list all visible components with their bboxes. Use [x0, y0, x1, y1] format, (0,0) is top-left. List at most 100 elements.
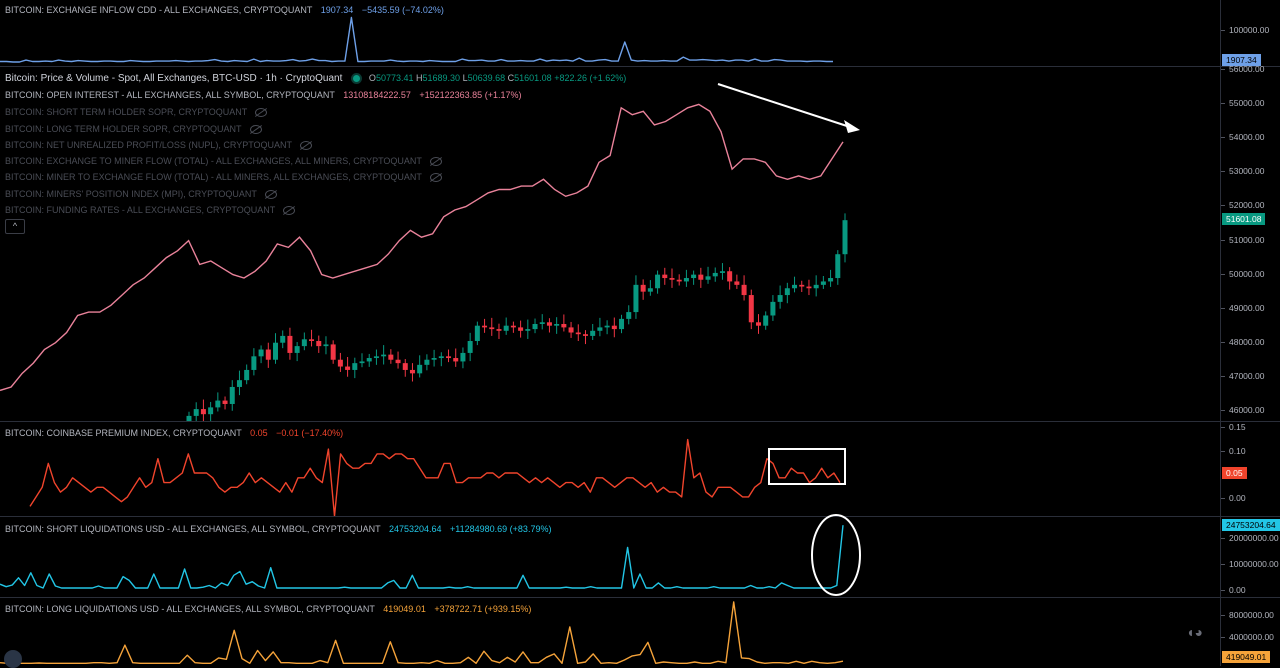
eye-hidden-icon[interactable] — [429, 173, 442, 183]
axis-short-liquidations[interactable]: 24753204.64 20000000.00 10000000.00 0.00 — [1220, 517, 1280, 597]
short-liquidations-line-chart — [0, 525, 844, 589]
axis-tick: 0.00 — [1221, 493, 1246, 503]
last-price-tag: 51601.08 — [1222, 213, 1266, 225]
pane-main-price[interactable]: Bitcoin: Price & Volume - Spot, All Exch… — [0, 67, 1220, 421]
ohlc-h-label: H — [416, 73, 423, 83]
legend-hidden-lth-sopr[interactable]: BITCOIN: LONG TERM HOLDER SOPR, CRYPTOQU… — [5, 123, 262, 135]
axis-tick: 46000.00 — [1220, 405, 1265, 415]
axis-tick: 8000000.00 — [1221, 610, 1274, 620]
legend-value: 24753204.64 — [388, 524, 442, 534]
legend-change: −5435.59 (−74.02%) — [361, 5, 444, 15]
legend-title: BITCOIN: OPEN INTEREST - ALL EXCHANGES, … — [5, 90, 335, 100]
legend-hidden-nupl[interactable]: BITCOIN: NET UNREALIZED PROFIT/LOSS (NUP… — [5, 139, 313, 151]
legend-hidden-miner-to-exchange[interactable]: BITCOIN: MINER TO EXCHANGE FLOW (TOTAL) … — [5, 171, 442, 183]
legend-change: +11284980.69 (+83.79%) — [450, 524, 552, 534]
legend-title: BITCOIN: NET UNREALIZED PROFIT/LOSS (NUP… — [5, 140, 293, 150]
legend-value: 0.05 — [250, 428, 268, 438]
axis-tick: 20000000.00 — [1221, 533, 1279, 543]
axis-long-liquidations[interactable]: 8000000.00 4000000.00 419049.01 — [1220, 598, 1280, 666]
legend-title: BITCOIN: EXCHANGE INFLOW CDD - ALL EXCHA… — [5, 5, 313, 15]
legend-hidden-mpi[interactable]: BITCOIN: MINERS' POSITION INDEX (MPI), C… — [5, 188, 277, 200]
axis-tick: 53000.00 — [1220, 166, 1265, 176]
legend-title: BITCOIN: LONG LIQUIDATIONS USD - ALL EXC… — [5, 604, 375, 614]
eye-hidden-icon[interactable] — [249, 125, 262, 135]
legend-open-interest[interactable]: BITCOIN: OPEN INTEREST - ALL EXCHANGES, … — [5, 89, 521, 101]
legend-long-liquidations[interactable]: BITCOIN: LONG LIQUIDATIONS USD - ALL EXC… — [5, 603, 531, 615]
legend-title: BITCOIN: LONG TERM HOLDER SOPR, CRYPTOQU… — [5, 124, 242, 134]
eye-hidden-icon[interactable] — [300, 141, 313, 151]
legend-title: BITCOIN: COINBASE PREMIUM INDEX, CRYPTOQ… — [5, 428, 242, 438]
pane-long-liquidations[interactable]: BITCOIN: LONG LIQUIDATIONS USD - ALL EXC… — [0, 598, 1220, 666]
legend-title: BITCOIN: MINERS' POSITION INDEX (MPI), C… — [5, 189, 257, 199]
legend-short-liquidations[interactable]: BITCOIN: SHORT LIQUIDATIONS USD - ALL EX… — [5, 523, 551, 535]
eye-hidden-icon[interactable] — [264, 190, 277, 200]
ohlc-low: 50639.68 — [467, 73, 506, 83]
last-value-tag: 1907.34 — [1222, 54, 1261, 66]
last-value-tag: 24753204.64 — [1222, 519, 1280, 531]
axis-tick: 49000.00 — [1220, 303, 1265, 313]
pane-divider[interactable] — [0, 516, 1280, 517]
collapse-legend-button[interactable]: ^ — [5, 219, 25, 234]
last-value-tag: 419049.01 — [1222, 651, 1271, 663]
legend-change: −0.01 (−17.40%) — [276, 428, 344, 438]
ohlc-l-label: L — [462, 73, 468, 83]
pane-divider[interactable] — [0, 421, 1280, 422]
ohlc-close: 51601.08 — [514, 73, 552, 83]
axis-tick: 0.15 — [1221, 422, 1246, 432]
axis-main-price[interactable]: 56000.00 55000.00 54000.00 53000.00 5200… — [1220, 64, 1280, 421]
axis-tick: 0.00 — [1221, 585, 1246, 595]
axis-tick: 55000.00 — [1220, 98, 1265, 108]
cryptoquant-logo-icon: ◖◕ — [1186, 624, 1203, 640]
main-series-title: Bitcoin: Price & Volume - Spot, All Exch… — [5, 73, 343, 84]
pane-coinbase-premium[interactable]: BITCOIN: COINBASE PREMIUM INDEX, CRYPTOQ… — [0, 422, 1220, 516]
axis-tick: 47000.00 — [1220, 371, 1265, 381]
axis-tick: 10000000.00 — [1221, 559, 1279, 569]
legend-value: 419049.01 — [383, 604, 426, 614]
last-value-tag: 0.05 — [1222, 467, 1247, 479]
ohlc-change: +822.26 (+1.62%) — [554, 73, 627, 83]
axis-tick: 4000000.00 — [1221, 632, 1274, 642]
legend-change: +378722.71 (+939.15%) — [434, 604, 532, 614]
legend-title: BITCOIN: MINER TO EXCHANGE FLOW (TOTAL) … — [5, 172, 422, 182]
axis-tick: 48000.00 — [1220, 337, 1265, 347]
eye-hidden-icon[interactable] — [429, 157, 442, 167]
legend-hidden-funding-rates[interactable]: BITCOIN: FUNDING RATES - ALL EXCHANGES, … — [5, 204, 296, 216]
legend-value: 13108184222.57 — [343, 90, 411, 100]
legend-inflow-cdd[interactable]: BITCOIN: EXCHANGE INFLOW CDD - ALL EXCHA… — [5, 4, 444, 16]
ohlc-open: 50773.41 — [375, 73, 414, 83]
legend-title: BITCOIN: FUNDING RATES - ALL EXCHANGES, … — [5, 205, 276, 215]
legend-coinbase-premium[interactable]: BITCOIN: COINBASE PREMIUM INDEX, CRYPTOQ… — [5, 427, 343, 439]
axis-tick: 50000.00 — [1220, 269, 1265, 279]
axis-tick: 52000.00 — [1220, 200, 1265, 210]
market-status-dot-icon — [353, 74, 361, 82]
legend-change: +152122363.85 (+1.17%) — [419, 90, 522, 100]
legend-value: 1907.34 — [320, 5, 354, 15]
eye-hidden-icon[interactable] — [283, 206, 296, 216]
price-candlestick-chart — [0, 103, 848, 421]
ohlc-high: 51689.30 — [422, 73, 461, 83]
legend-hidden-sth-sopr[interactable]: BITCOIN: SHORT TERM HOLDER SOPR, CRYPTOQ… — [5, 106, 268, 118]
legend-title: BITCOIN: SHORT TERM HOLDER SOPR, CRYPTOQ… — [5, 107, 248, 117]
coinbase-premium-line-chart — [29, 438, 841, 516]
pane-divider[interactable] — [0, 66, 1280, 67]
axis-coinbase-premium[interactable]: 0.15 0.10 0.00 0.05 — [1220, 422, 1280, 516]
inflow-cdd-line-chart — [0, 16, 833, 63]
pane-short-liquidations[interactable]: BITCOIN: SHORT LIQUIDATIONS USD - ALL EX… — [0, 517, 1220, 597]
pane-divider[interactable] — [0, 597, 1280, 598]
ohlc-c-label: C — [507, 73, 515, 83]
axis-tick: 54000.00 — [1220, 132, 1265, 142]
axis-tick: 100000.00 — [1220, 25, 1270, 35]
ohlc-o-label: O — [368, 73, 376, 83]
long-liquidations-line-chart — [0, 601, 844, 665]
chart-settings-icon[interactable] — [4, 650, 22, 668]
legend-title: BITCOIN: EXCHANGE TO MINER FLOW (TOTAL) … — [5, 156, 422, 166]
axis-tick: 56000.00 — [1220, 64, 1265, 74]
axis-tick: 51000.00 — [1220, 235, 1265, 245]
pane-exchange-inflow-cdd[interactable]: BITCOIN: EXCHANGE INFLOW CDD - ALL EXCHA… — [0, 0, 1220, 66]
eye-hidden-icon[interactable] — [255, 108, 268, 118]
axis-inflow-cdd[interactable]: 100000.00 1907.34 — [1220, 0, 1280, 66]
legend-hidden-exchange-to-miner[interactable]: BITCOIN: EXCHANGE TO MINER FLOW (TOTAL) … — [5, 155, 442, 167]
legend-title: BITCOIN: SHORT LIQUIDATIONS USD - ALL EX… — [5, 524, 381, 534]
axis-tick: 0.10 — [1221, 446, 1246, 456]
legend-main-series[interactable]: Bitcoin: Price & Volume - Spot, All Exch… — [5, 72, 626, 85]
